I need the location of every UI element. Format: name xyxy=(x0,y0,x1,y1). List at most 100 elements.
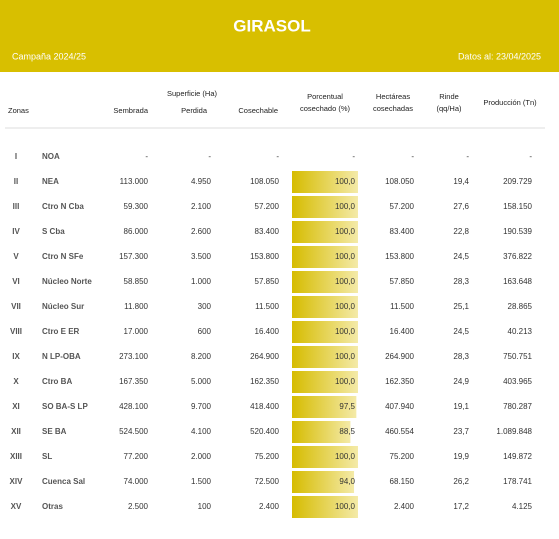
cell: 300 xyxy=(198,302,212,311)
zone-number: VIII xyxy=(10,327,22,336)
cell: 83.400 xyxy=(255,227,280,236)
cell: 75.200 xyxy=(390,452,415,461)
cell: 28,3 xyxy=(453,277,469,286)
column-header: Cosechable xyxy=(238,106,278,115)
cell: 100,0 xyxy=(335,177,356,186)
cell: 100,0 xyxy=(335,502,356,511)
cell: 72.500 xyxy=(255,477,280,486)
cell: 418.400 xyxy=(250,402,279,411)
zone-name: SE BA xyxy=(42,427,67,436)
cell: 2.400 xyxy=(259,502,280,511)
cell: 17.000 xyxy=(124,327,149,336)
cell: 8.200 xyxy=(191,352,212,361)
percent-bar xyxy=(292,371,358,393)
cell: 19,9 xyxy=(453,452,469,461)
zone-name: Ctro N SFe xyxy=(42,252,84,261)
cell: 17,2 xyxy=(453,502,469,511)
cell: 11.500 xyxy=(390,302,414,311)
cell: 100,0 xyxy=(335,452,356,461)
cell: 75.200 xyxy=(255,452,280,461)
column-header: Perdida xyxy=(181,106,208,115)
cell: 11.800 xyxy=(124,302,148,311)
zone-name: Núcleo Norte xyxy=(42,277,92,286)
cell: - xyxy=(145,152,148,161)
zone-name: Otras xyxy=(42,502,63,511)
cell: 19,1 xyxy=(453,402,469,411)
cell: 162.350 xyxy=(250,377,279,386)
cell: 1.000 xyxy=(191,277,212,286)
cell: 167.350 xyxy=(119,377,148,386)
cell: 68.150 xyxy=(390,477,415,486)
cell: 11.500 xyxy=(255,302,279,311)
column-header: Porcentual xyxy=(307,92,343,101)
cell: 403.965 xyxy=(503,377,532,386)
zone-number: IX xyxy=(12,352,20,361)
cell: 57.850 xyxy=(255,277,280,286)
cell: 57.200 xyxy=(390,202,415,211)
cell: 158.150 xyxy=(503,202,532,211)
cell: 460.554 xyxy=(385,427,414,436)
cell: 4.125 xyxy=(512,502,533,511)
cell: 149.872 xyxy=(503,452,532,461)
zone-name: S Cba xyxy=(42,227,65,236)
cell: 153.800 xyxy=(250,252,279,261)
cell: 600 xyxy=(198,327,212,336)
column-header: cosechado (%) xyxy=(300,104,351,113)
cell: 5.000 xyxy=(191,377,212,386)
zone-number: II xyxy=(14,177,18,186)
cell: 28,3 xyxy=(453,352,469,361)
cell: 9.700 xyxy=(191,402,212,411)
cell: 2.600 xyxy=(191,227,212,236)
cell: 113.000 xyxy=(120,177,149,186)
zone-name: Cuenca Sal xyxy=(42,477,85,486)
campaign: Campaña 2024/25 xyxy=(12,51,86,61)
cell: 524.500 xyxy=(119,427,148,436)
cell: 750.751 xyxy=(503,352,532,361)
percent-bar xyxy=(292,446,358,468)
column-header: Zonas xyxy=(8,106,29,115)
cell: 162.350 xyxy=(385,377,414,386)
cell: 108.050 xyxy=(385,177,414,186)
cell: - xyxy=(352,152,355,161)
cell: 3.500 xyxy=(191,252,212,261)
zone-name: NEA xyxy=(42,177,59,186)
cell: 24,5 xyxy=(453,327,469,336)
cell: 1.500 xyxy=(191,477,212,486)
cell: 86.000 xyxy=(124,227,149,236)
column-header: Hectáreas xyxy=(376,92,410,101)
cell: - xyxy=(466,152,469,161)
zone-number: XII xyxy=(11,427,21,436)
column-header: Rinde xyxy=(439,92,459,101)
zone-number: V xyxy=(13,252,19,261)
zone-name: Ctro N Cba xyxy=(42,202,84,211)
cell: 58.850 xyxy=(124,277,149,286)
percent-bar xyxy=(292,496,358,518)
zone-number: VI xyxy=(12,277,20,286)
cell: 100,0 xyxy=(335,327,356,336)
cell: - xyxy=(276,152,279,161)
column-header: (qq/Ha) xyxy=(436,104,462,113)
header-band xyxy=(0,0,559,72)
cell: 19,4 xyxy=(453,177,469,186)
cell: 178.741 xyxy=(503,477,532,486)
cell: 780.287 xyxy=(503,402,532,411)
cell: 1.089.848 xyxy=(496,427,532,436)
percent-bar xyxy=(292,221,358,243)
cell: 100,0 xyxy=(335,352,356,361)
cell: 94,0 xyxy=(339,477,355,486)
percent-bar xyxy=(292,196,358,218)
zone-name: Ctro E ER xyxy=(42,327,80,336)
percent-bar xyxy=(292,321,358,343)
column-header: Sembrada xyxy=(113,106,148,115)
cell: 376.822 xyxy=(503,252,532,261)
cell: 97,5 xyxy=(339,402,355,411)
cell: 23,7 xyxy=(453,427,469,436)
percent-bar xyxy=(292,246,358,268)
cell: 83.400 xyxy=(390,227,415,236)
cell: 100,0 xyxy=(335,227,356,236)
zone-name: Núcleo Sur xyxy=(42,302,84,311)
cell: 264.900 xyxy=(385,352,414,361)
zone-number: XI xyxy=(12,402,20,411)
cell: 100,0 xyxy=(335,302,356,311)
cell: 428.100 xyxy=(119,402,148,411)
